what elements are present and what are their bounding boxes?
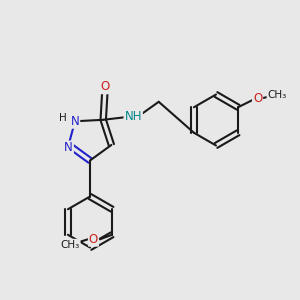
Text: N: N bbox=[64, 142, 73, 154]
Text: NH: NH bbox=[124, 110, 142, 123]
Text: O: O bbox=[100, 80, 110, 93]
Text: N: N bbox=[70, 115, 79, 128]
Text: CH₃: CH₃ bbox=[268, 90, 287, 100]
Text: H: H bbox=[59, 113, 67, 123]
Text: O: O bbox=[253, 92, 262, 105]
Text: O: O bbox=[89, 233, 98, 246]
Text: CH₃: CH₃ bbox=[61, 240, 80, 250]
